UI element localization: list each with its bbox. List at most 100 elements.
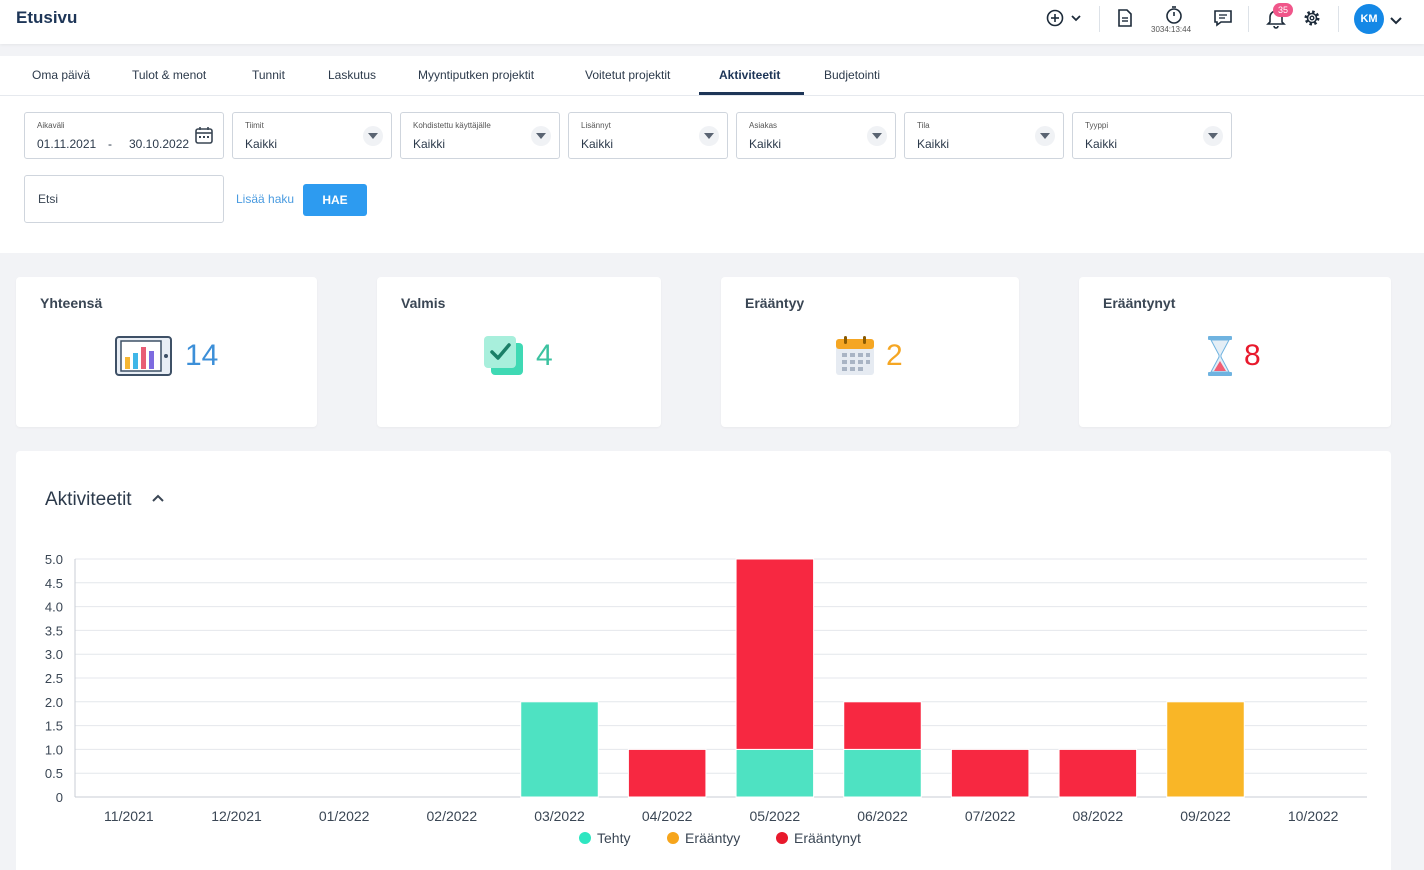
- date-range-picker[interactable]: Aikaväli 01.11.2021 - 30.10.2022: [24, 112, 224, 159]
- dropdown-caret-icon[interactable]: [1035, 126, 1055, 146]
- bar-segment: [735, 748, 815, 798]
- calendar-icon: [836, 336, 874, 375]
- filter-label: Tila: [917, 121, 930, 130]
- document-icon: [1118, 9, 1132, 27]
- bar-segment: [950, 748, 1030, 798]
- divider: [1248, 6, 1249, 32]
- x-tick-label: 12/2021: [211, 808, 262, 824]
- legend-item-tehty[interactable]: Tehty: [579, 830, 630, 846]
- legend-dot-eraantyy: [667, 832, 679, 844]
- stat-title: Erääntyy: [745, 295, 805, 311]
- filter-value: Kaikki: [581, 137, 614, 151]
- filter-kohdistettu[interactable]: Kohdistettu käyttäjälle Kaikki: [400, 112, 560, 159]
- page-title: Etusivu: [16, 8, 78, 27]
- dropdown-caret-icon[interactable]: [531, 126, 551, 146]
- filter-label: Tiimit: [245, 121, 264, 130]
- filter-lisannyt[interactable]: Lisännyt Kaikki: [568, 112, 728, 159]
- tab-budjetointi[interactable]: Budjetointi: [824, 68, 881, 82]
- hourglass-icon: [1208, 336, 1232, 376]
- chevron-up-icon[interactable]: [151, 492, 165, 504]
- stat-value: 2: [886, 339, 903, 372]
- messages-button[interactable]: [1212, 6, 1234, 30]
- filter-value: Kaikki: [413, 137, 446, 151]
- filter-tila[interactable]: Tila Kaikki: [904, 112, 1064, 159]
- stat-title: Erääntynyt: [1103, 295, 1176, 311]
- search-input[interactable]: [24, 175, 224, 223]
- y-tick-label: 4.0: [45, 600, 63, 615]
- stat-value: 8: [1244, 339, 1261, 372]
- filter-label: Tyyppi: [1085, 121, 1109, 130]
- legend-dot-eraantynyt: [776, 832, 788, 844]
- panel-title: Aktiviteetit: [45, 489, 132, 510]
- dropdown-caret-icon[interactable]: [867, 126, 887, 146]
- activities-chart: 0 0.5 1.0 1.5 2.0 2.5 3.0 3.5 4.0 4.5 5.0 11/2021 12…: [45, 552, 1367, 824]
- tab-aktiviteetit[interactable]: Aktiviteetit: [719, 68, 781, 82]
- chat-icon: [1214, 10, 1232, 27]
- filter-tiimit[interactable]: Tiimit Kaikki: [232, 112, 392, 159]
- tab-voitetut-projektit[interactable]: Voitetut projektit: [585, 68, 671, 82]
- more-search-link[interactable]: Lisää haku: [236, 192, 295, 206]
- stat-card-total: Yhteensä 14: [16, 277, 317, 427]
- date-range-start[interactable]: 01.11.2021: [37, 137, 97, 151]
- bar-chart-icon: [115, 336, 172, 376]
- bar-segment: [1058, 748, 1138, 798]
- y-tick-label: 5.0: [45, 552, 63, 567]
- filter-value: Kaikki: [917, 137, 950, 151]
- stat-title: Yhteensä: [40, 295, 103, 311]
- documents-button[interactable]: [1115, 6, 1135, 30]
- tab-tunnit[interactable]: Tunnit: [252, 68, 285, 82]
- x-tick-label: 02/2022: [427, 808, 478, 824]
- bar-segment: [843, 701, 922, 750]
- filter-tyyppi[interactable]: Tyyppi Kaikki: [1072, 112, 1232, 159]
- y-tick-label: 2.0: [45, 695, 63, 710]
- timer-button[interactable]: [1163, 3, 1185, 27]
- y-tick-label: 1.5: [45, 719, 63, 734]
- x-tick-label: 10/2022: [1288, 808, 1339, 824]
- filter-value: Kaikki: [245, 137, 278, 151]
- filter-asiakas[interactable]: Asiakas Kaikki: [736, 112, 896, 159]
- y-tick-label: 3.5: [45, 623, 63, 638]
- legend-label: Tehty: [597, 830, 631, 846]
- stat-title: Valmis: [401, 295, 446, 311]
- legend-item-eraantynyt[interactable]: Erääntynyt: [776, 830, 861, 846]
- plus-circle-icon: [1046, 9, 1081, 27]
- tab-myyntiputken-projektit[interactable]: Myyntiputken projektit: [418, 68, 535, 82]
- x-tick-label: 05/2022: [750, 808, 801, 824]
- legend-dot-tehty: [579, 832, 591, 844]
- filter-area: Aikaväli 01.11.2021 - 30.10.2022 Tiimit …: [0, 96, 1424, 253]
- x-tick-label: 08/2022: [1073, 808, 1124, 824]
- filter-value: Kaikki: [1085, 137, 1118, 151]
- settings-button[interactable]: [1301, 6, 1323, 30]
- bar-segment: [1166, 701, 1245, 798]
- tab-oma-paiva[interactable]: Oma päivä: [32, 68, 91, 82]
- dropdown-caret-icon[interactable]: [699, 126, 719, 146]
- y-tick-label: 3.0: [45, 647, 63, 662]
- y-tick-label: 4.5: [45, 576, 63, 591]
- bar-segment: [843, 748, 922, 798]
- filter-label: Kohdistettu käyttäjälle: [413, 121, 491, 130]
- stopwatch-icon: [1166, 6, 1182, 24]
- divider: [1099, 6, 1100, 32]
- avatar[interactable]: KM: [1354, 4, 1384, 34]
- y-tick-label: 2.5: [45, 671, 63, 686]
- stat-value: 14: [185, 339, 219, 372]
- user-menu-button[interactable]: [1388, 8, 1404, 32]
- legend-label: Erääntynyt: [794, 830, 861, 846]
- legend-item-eraantyy[interactable]: Erääntyy: [667, 830, 740, 846]
- chevron-down-icon: [1390, 17, 1402, 25]
- search-button[interactable]: HAE: [303, 184, 367, 216]
- dropdown-caret-icon[interactable]: [363, 126, 383, 146]
- filter-value: Kaikki: [749, 137, 782, 151]
- notification-count-badge: 35: [1273, 3, 1293, 17]
- x-tick-label: 06/2022: [857, 808, 908, 824]
- x-tick-label: 11/2021: [104, 808, 154, 824]
- tab-laskutus[interactable]: Laskutus: [328, 68, 377, 82]
- date-range-end[interactable]: 30.10.2022: [129, 137, 190, 151]
- calendar-icon[interactable]: [194, 125, 214, 145]
- dropdown-caret-icon[interactable]: [1203, 126, 1223, 146]
- x-tick-label: 04/2022: [642, 808, 693, 824]
- tab-tulot-menot[interactable]: Tulot & menot: [132, 68, 207, 82]
- stat-card-done: Valmis 4: [377, 277, 661, 427]
- add-new-button[interactable]: [1045, 6, 1085, 30]
- activities-panel: Aktiviteetit 0 0.5 1.0 1.5 2.0 2.5 3.0 3.5 4.0 4.…: [16, 451, 1391, 870]
